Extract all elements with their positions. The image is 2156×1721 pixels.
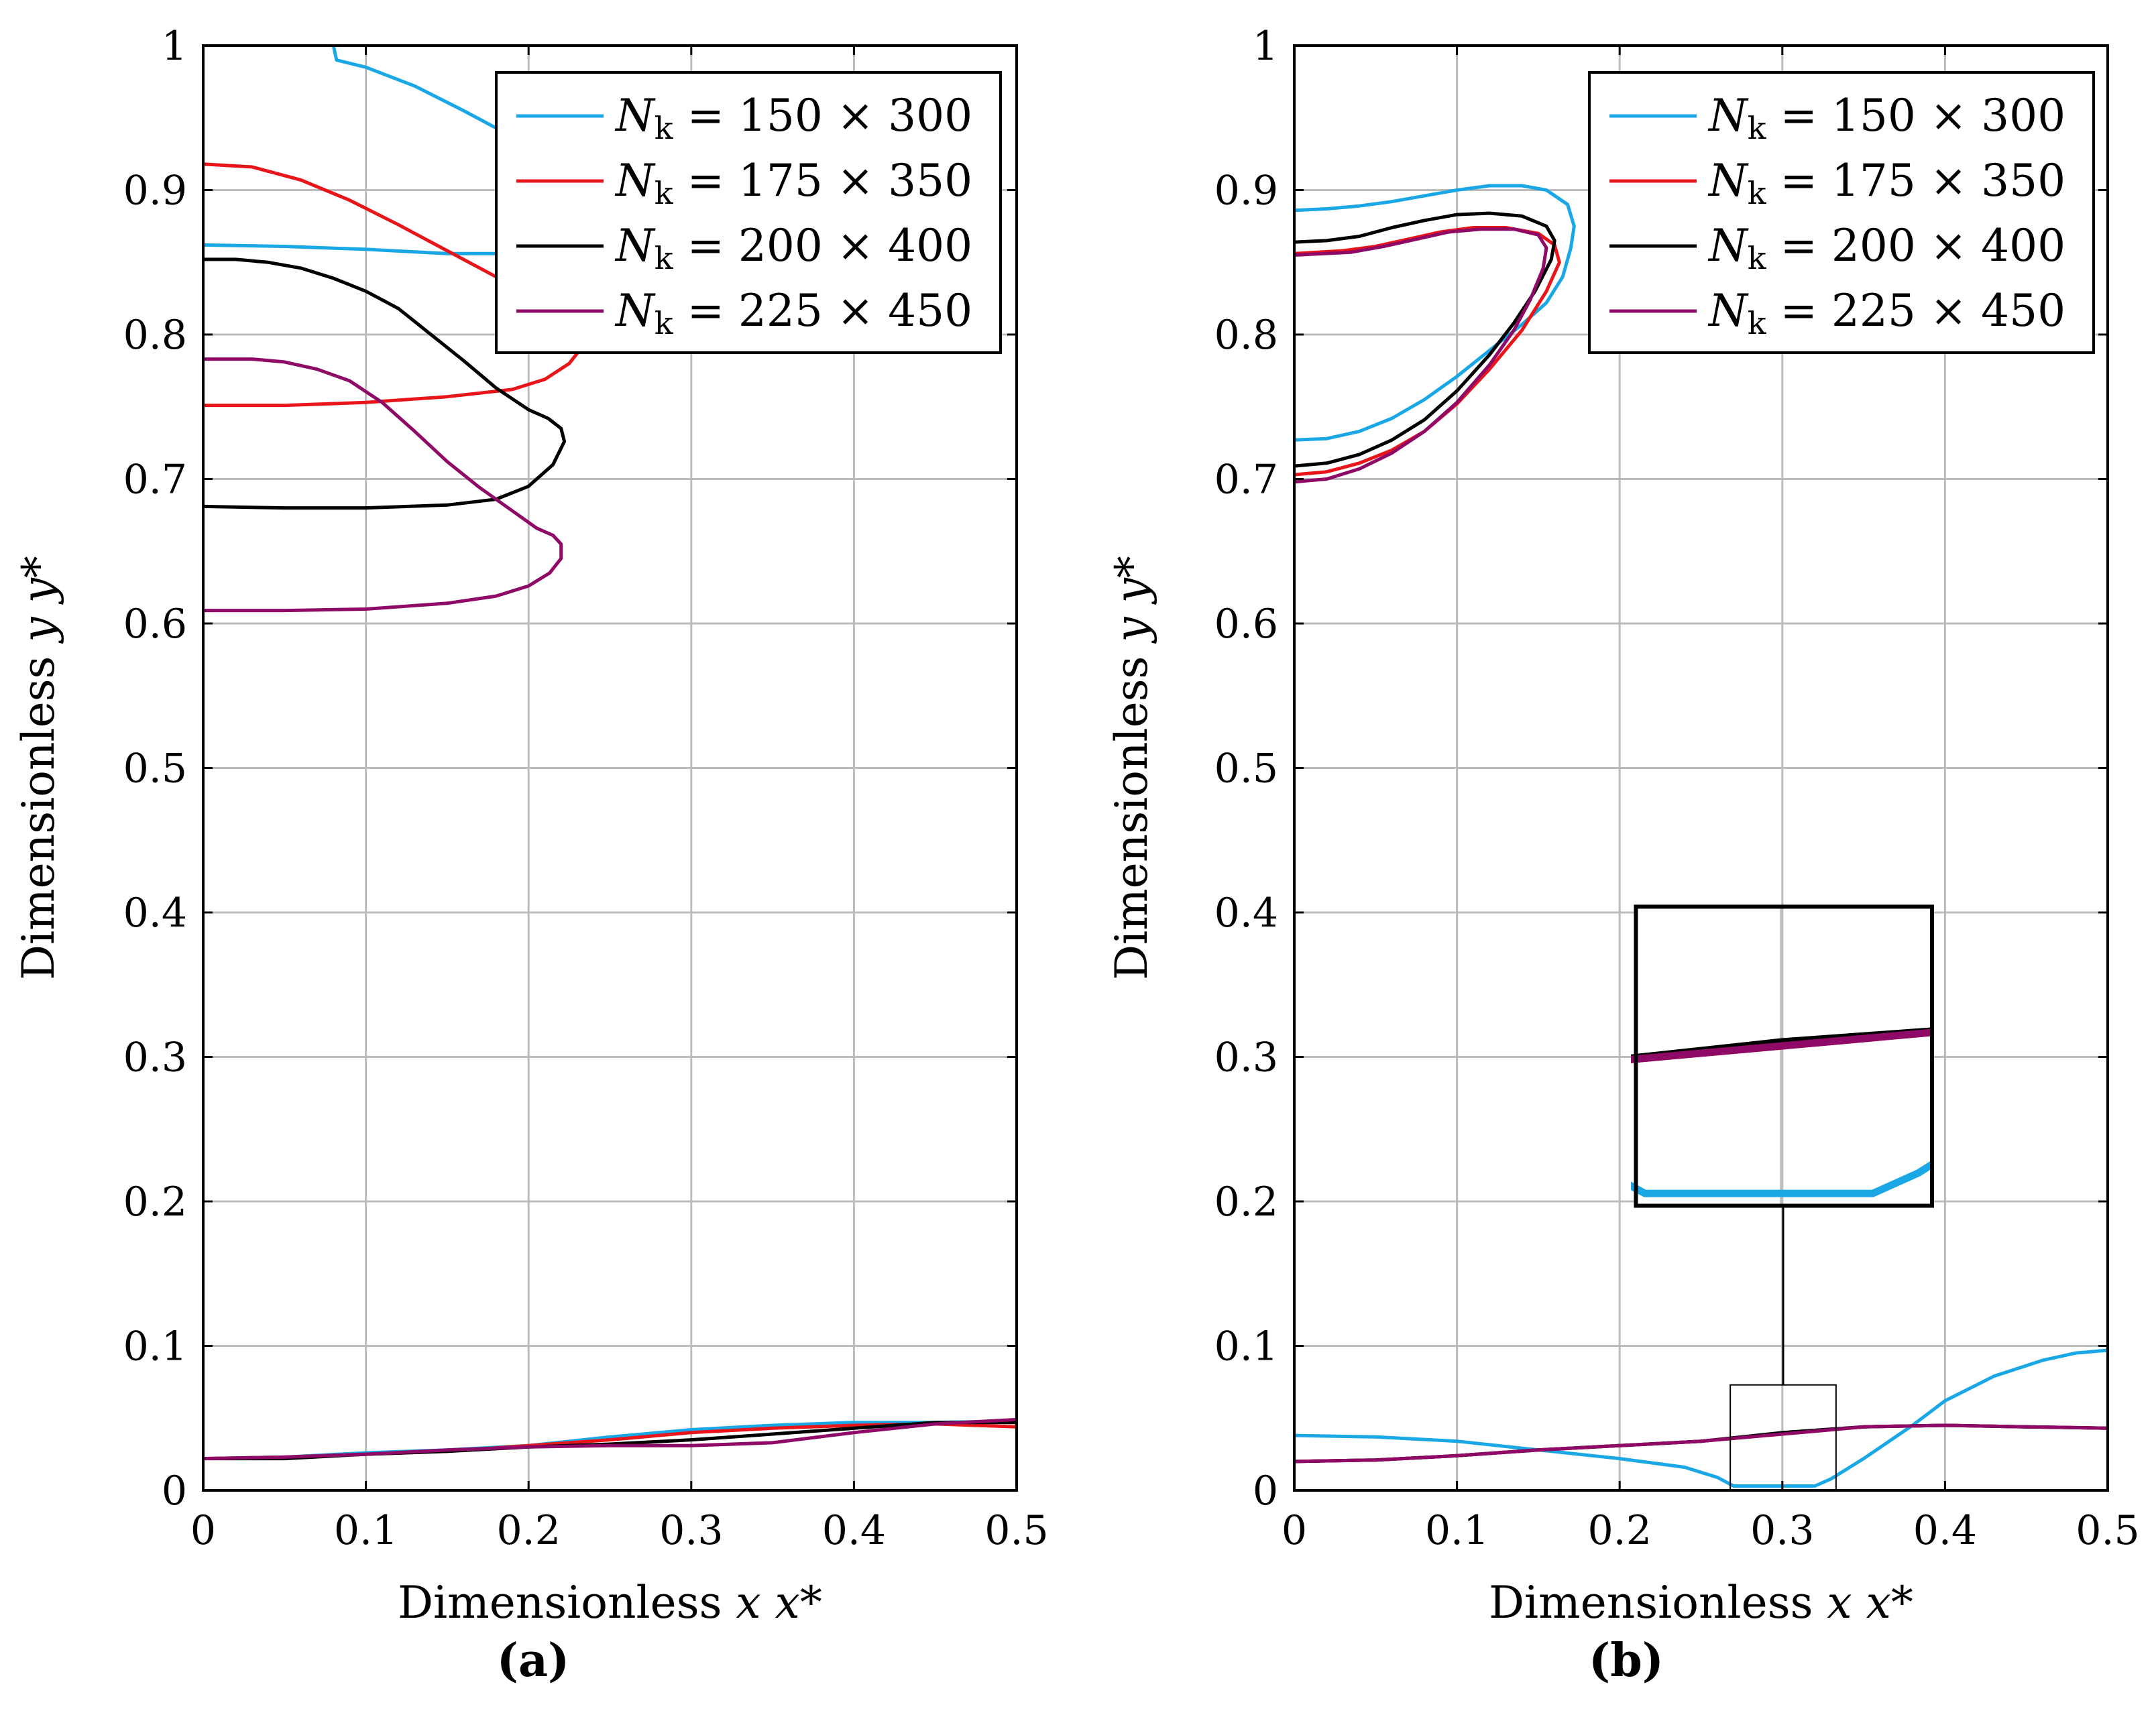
x-tick-label: 0 bbox=[190, 1507, 216, 1554]
series-line-2-segment-0 bbox=[203, 257, 567, 510]
series-line-1-segment-0 bbox=[1294, 226, 1561, 477]
x-axis-label: Dimensionless x x* bbox=[398, 1577, 822, 1628]
legend-label: Nk = 200 × 400 bbox=[614, 220, 972, 276]
x-tick-label: 0.2 bbox=[1587, 1507, 1651, 1554]
inset-zoom bbox=[1631, 904, 1934, 1492]
y-tick-label: 0.7 bbox=[1214, 457, 1278, 503]
legend: Nk = 150 × 300 Nk = 175 × 350 Nk = 200 × 4… bbox=[1588, 71, 2095, 354]
y-tick-label: 0.5 bbox=[1214, 746, 1278, 792]
series-group bbox=[1294, 184, 2108, 1488]
panel-label: (b) bbox=[1589, 1634, 1664, 1687]
legend-label: Nk = 200 × 400 bbox=[1707, 220, 2065, 276]
legend-box bbox=[1588, 71, 2095, 354]
series-line-3-segment-0 bbox=[1294, 227, 1548, 484]
x-tick-label: 0.4 bbox=[822, 1507, 886, 1554]
series-line-0-segment-0 bbox=[1294, 184, 1576, 442]
x-tick-label: 0.5 bbox=[984, 1507, 1048, 1554]
x-tick-label: 0.5 bbox=[2076, 1507, 2139, 1554]
y-tick-label: 0.3 bbox=[1214, 1034, 1278, 1081]
legend-label: Nk = 225 × 450 bbox=[614, 285, 972, 341]
x-tick-label: 0.3 bbox=[659, 1507, 723, 1554]
inset-series-group bbox=[1631, 908, 1931, 1206]
y-tick-label: 0.1 bbox=[123, 1323, 187, 1370]
series-line-2-segment-0 bbox=[1294, 211, 1556, 468]
y-tick-label: 0.6 bbox=[123, 601, 187, 648]
inset-source-box bbox=[1729, 1384, 1837, 1492]
y-tick-label: 0 bbox=[1253, 1468, 1278, 1515]
y-tick-label: 0.3 bbox=[123, 1034, 187, 1081]
y-tick-label: 0.6 bbox=[1214, 601, 1278, 648]
y-tick-label: 1 bbox=[162, 23, 187, 70]
x-tick-label: 0 bbox=[1282, 1507, 1307, 1554]
y-tick-label: 0.9 bbox=[1214, 168, 1278, 215]
series-line-3-segment-0 bbox=[203, 357, 563, 613]
y-tick-label: 0.8 bbox=[123, 312, 187, 359]
legend-label: Nk = 175 × 350 bbox=[614, 155, 972, 211]
y-tick-label: 0.4 bbox=[1214, 890, 1278, 937]
x-tick-label: 0.1 bbox=[334, 1507, 398, 1554]
y-tick-label: 0.8 bbox=[1214, 312, 1278, 359]
x-tick-label: 0.1 bbox=[1425, 1507, 1489, 1554]
y-tick-label: 1 bbox=[1253, 23, 1278, 70]
series-line-0-segment-1 bbox=[1294, 1348, 2108, 1488]
series-group bbox=[203, 46, 1017, 1461]
y-tick-label: 0.9 bbox=[123, 168, 187, 215]
x-tick-label: 0.2 bbox=[496, 1507, 560, 1554]
y-tick-label: 0.2 bbox=[1214, 1179, 1278, 1226]
legend-label: Nk = 150 × 300 bbox=[1707, 90, 2065, 146]
panel-label: (a) bbox=[497, 1634, 569, 1687]
series-line-3-segment-1 bbox=[203, 1417, 1017, 1461]
x-axis-label: Dimensionless x x* bbox=[1489, 1577, 1913, 1628]
legend-label: Nk = 225 × 450 bbox=[1707, 285, 2065, 341]
inset-series-line-0-segment-1 bbox=[1631, 1161, 1931, 1197]
y-tick-label: 0.1 bbox=[1214, 1323, 1278, 1370]
chart-panel-a: 0 0.1 0.2 0.3 0.4 0.5 0 0.1 0.2 0.3 0.4 0.5 0.6 0.7 0.… bbox=[13, 23, 1049, 1687]
legend-label: Nk = 150 × 300 bbox=[614, 90, 972, 146]
series-line-1-segment-1 bbox=[203, 347, 583, 408]
y-tick-label: 0.7 bbox=[123, 457, 187, 503]
series-line-3-segment-1 bbox=[1294, 1423, 2108, 1464]
x-tick-label: 0.4 bbox=[1913, 1507, 1977, 1554]
y-tick-label: 0 bbox=[162, 1468, 187, 1515]
series-line-1-segment-1 bbox=[1294, 1423, 2108, 1464]
x-tick-label: 0.3 bbox=[1750, 1507, 1814, 1554]
legend-box bbox=[495, 71, 1002, 354]
legend-label: Nk = 175 × 350 bbox=[1707, 155, 2065, 211]
legend: Nk = 150 × 300 Nk = 175 × 350 Nk = 200 × 4… bbox=[495, 71, 1002, 354]
y-axis-label: Dimensionless y y* bbox=[1106, 556, 1157, 980]
chart-panel-b: 0 0.1 0.2 0.3 0.4 0.5 0 0.1 0.2 0.3 0.4 0.5 0.6 0.7 0.… bbox=[1106, 23, 2140, 1687]
y-tick-label: 0.2 bbox=[123, 1179, 187, 1226]
y-axis-label: Dimensionless y y* bbox=[13, 556, 64, 980]
y-tick-label: 0.4 bbox=[123, 890, 187, 937]
inset-frame bbox=[1634, 904, 1934, 1208]
series-line-2-segment-1 bbox=[1294, 1423, 2108, 1464]
y-tick-label: 0.5 bbox=[123, 746, 187, 792]
